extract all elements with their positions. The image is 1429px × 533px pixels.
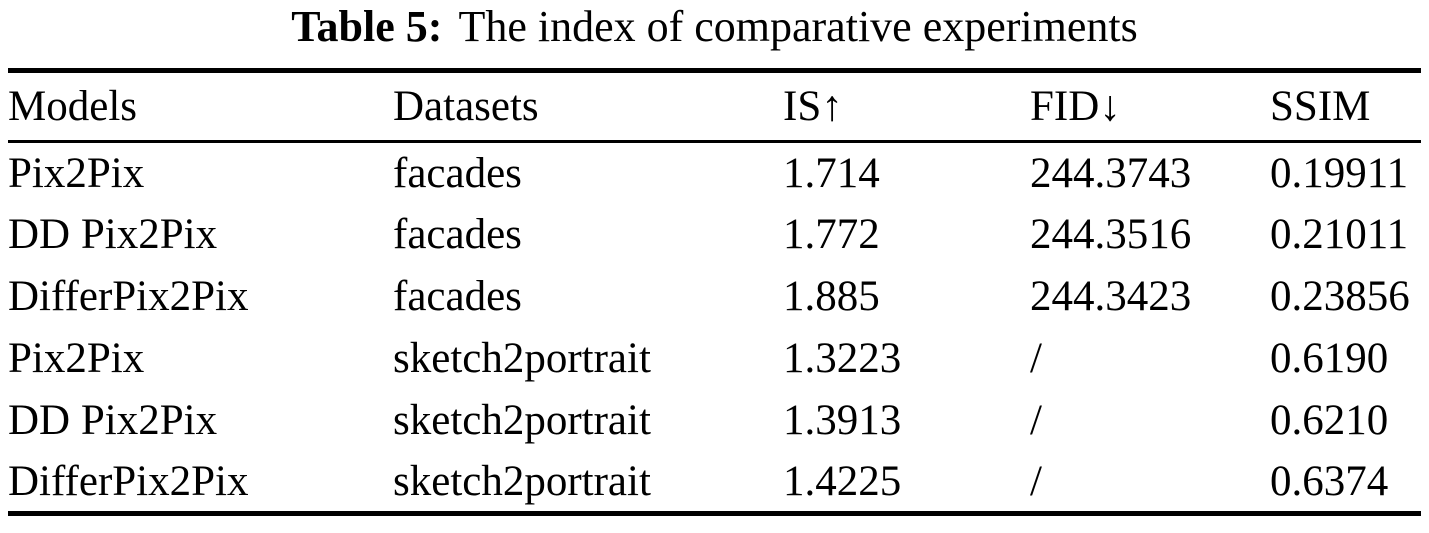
table-row: DD Pix2Pix sketch2portrait 1.3913 / 0.62…	[8, 390, 1421, 452]
cell-model: DD Pix2Pix	[8, 397, 218, 444]
table-row: Pix2Pix sketch2portrait 1.3223 / 0.6190	[8, 328, 1421, 390]
table-caption: Table 5: The index of comparative experim…	[0, 2, 1429, 53]
cell-fid: 244.3423	[1030, 273, 1192, 320]
cell-is: 1.3223	[783, 335, 902, 382]
cell-fid: /	[1030, 335, 1042, 382]
cell-dataset: facades	[393, 273, 522, 320]
cell-ssim: 0.6374	[1270, 457, 1389, 505]
column-header-fid: FID↓	[1030, 70, 1270, 143]
cell-is: 1.4225	[783, 457, 902, 505]
table-row: Pix2Pix facades 1.714 244.3743 0.19911	[8, 142, 1421, 204]
cell-dataset: sketch2portrait	[393, 335, 651, 382]
cell-model: DifferPix2Pix	[8, 273, 249, 320]
cell-dataset: facades	[393, 149, 522, 197]
cell-fid: 244.3743	[1030, 149, 1192, 197]
table-caption-text: The index of comparative experiments	[458, 2, 1138, 51]
cell-fid: 244.3516	[1030, 211, 1192, 258]
header-row: Models Datasets IS↑ FID↓ SSIM	[8, 70, 1421, 143]
cell-model: DifferPix2Pix	[8, 457, 249, 505]
cell-fid: /	[1030, 457, 1042, 505]
table-row: DD Pix2Pix facades 1.772 244.3516 0.2101…	[8, 204, 1421, 266]
cell-dataset: sketch2portrait	[393, 457, 651, 505]
cell-dataset: sketch2portrait	[393, 397, 651, 444]
column-header-models: Models	[8, 70, 393, 143]
cell-ssim: 0.6210	[1270, 397, 1389, 444]
cell-is: 1.885	[783, 273, 880, 320]
cell-ssim: 0.19911	[1270, 149, 1409, 197]
cell-is: 1.772	[783, 211, 880, 258]
cell-ssim: 0.6190	[1270, 335, 1389, 382]
cell-model: Pix2Pix	[8, 335, 145, 382]
cell-ssim: 0.23856	[1270, 273, 1410, 320]
cell-model: DD Pix2Pix	[8, 211, 218, 258]
table-caption-label: Table 5:	[291, 2, 443, 51]
results-table: Models Datasets IS↑ FID↓ SSIM Pix2Pix fa…	[8, 68, 1421, 516]
cell-dataset: facades	[393, 211, 522, 258]
table-row: DifferPix2Pix sketch2portrait 1.4225 / 0…	[8, 452, 1421, 514]
column-header-ssim: SSIM	[1270, 70, 1421, 143]
cell-is: 1.714	[783, 149, 880, 197]
cell-model: Pix2Pix	[8, 149, 145, 197]
cell-is: 1.3913	[783, 397, 902, 444]
cell-ssim: 0.21011	[1270, 211, 1409, 258]
table-row: DifferPix2Pix facades 1.885 244.3423 0.2…	[8, 266, 1421, 328]
column-header-is: IS↑	[783, 70, 1030, 143]
column-header-datasets: Datasets	[393, 70, 783, 143]
cell-fid: /	[1030, 397, 1042, 444]
